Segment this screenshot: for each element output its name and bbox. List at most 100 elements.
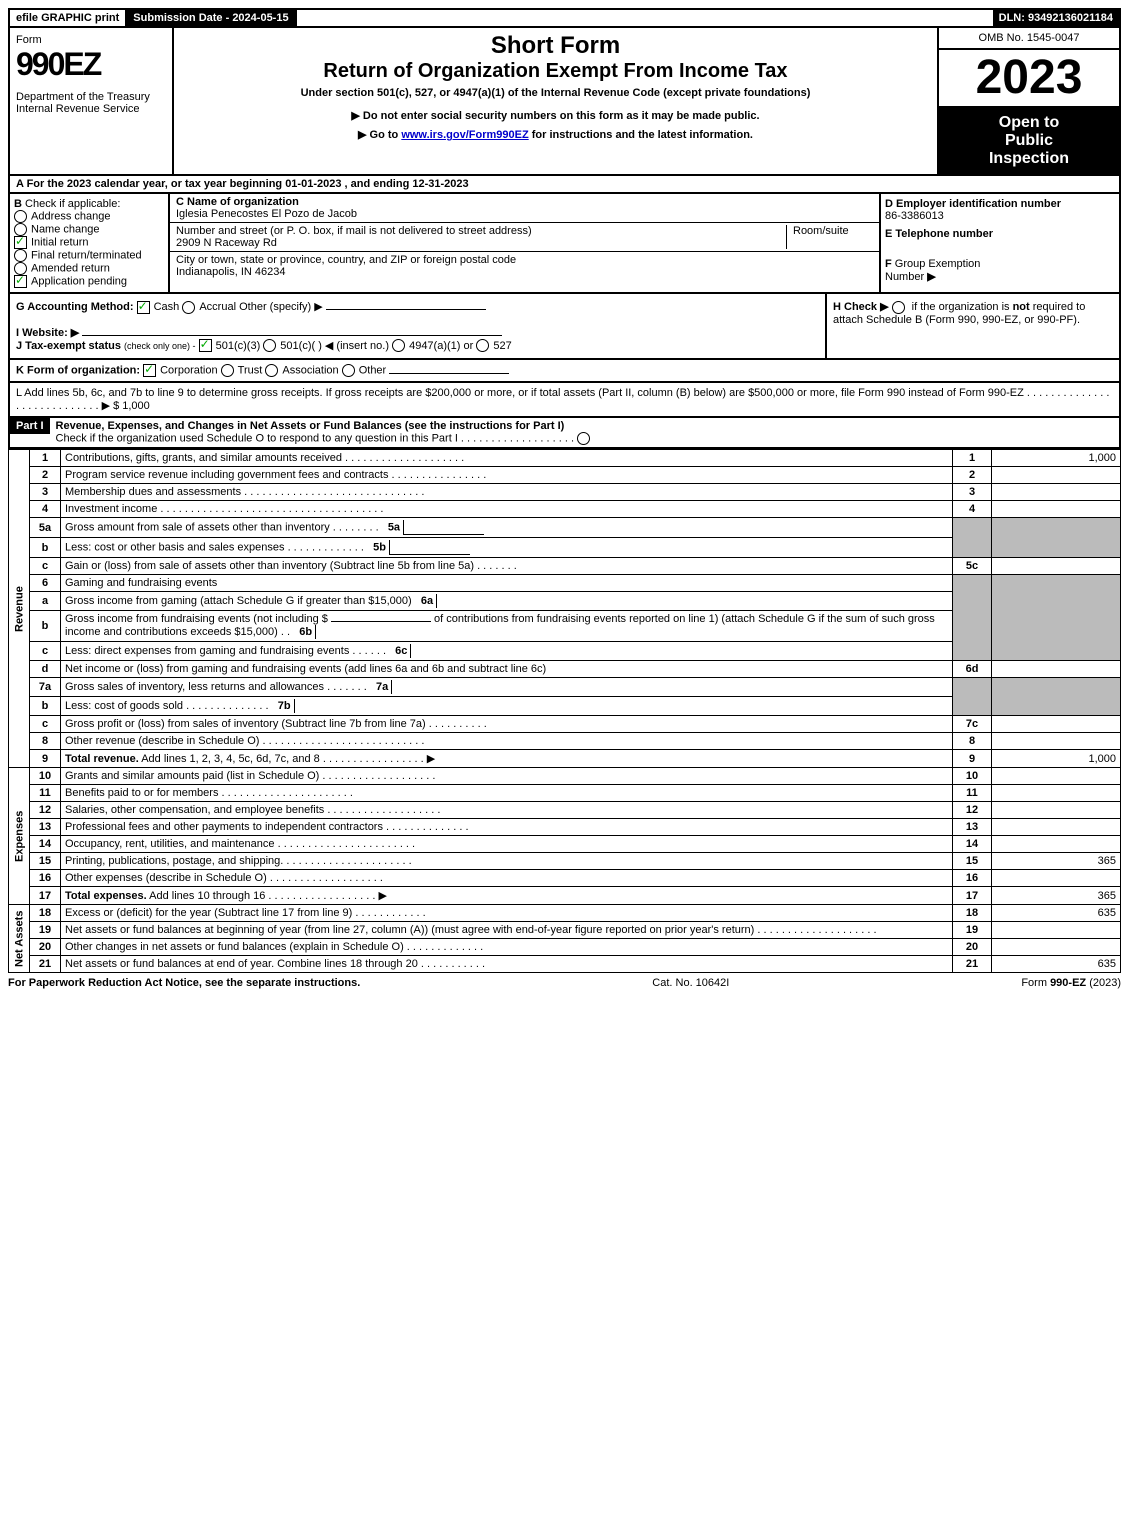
line1-desc: Contributions, gifts, grants, and simila…: [61, 450, 953, 467]
line8-desc: Other revenue (describe in Schedule O) .…: [61, 733, 953, 750]
chk-assoc[interactable]: [265, 364, 278, 377]
line17-desc: Total expenses.: [65, 890, 147, 902]
room-label: Room/suite: [786, 225, 873, 249]
chk-527[interactable]: [476, 339, 489, 352]
line6-desc: Gaming and fundraising events: [61, 575, 953, 592]
line21-desc: Net assets or fund balances at end of ye…: [61, 956, 953, 973]
chk-trust[interactable]: [221, 364, 234, 377]
short-form-title: Short Form: [182, 32, 929, 60]
chk-4947[interactable]: [392, 339, 405, 352]
line19-desc: Net assets or fund balances at beginning…: [61, 922, 953, 939]
line11-desc: Benefits paid to or for members . . . . …: [61, 785, 953, 802]
lbl-other-method: Other (specify) ▶: [239, 301, 323, 313]
org-name: Iglesia Penecostes El Pozo de Jacob: [176, 208, 357, 220]
form-word: Form: [16, 34, 166, 46]
chk-part1-schedo[interactable]: [577, 432, 590, 445]
part1-title: Revenue, Expenses, and Changes in Net As…: [56, 420, 565, 432]
omb-number: OMB No. 1545-0047: [939, 28, 1119, 50]
lbl-pending: Application pending: [31, 275, 127, 287]
line4-desc: Investment income . . . . . . . . . . . …: [61, 501, 953, 518]
line6d-value: [992, 661, 1121, 678]
line5a-desc: Gross amount from sale of assets other t…: [65, 522, 379, 534]
chk-corp[interactable]: [143, 364, 156, 377]
chk-h[interactable]: [892, 301, 905, 314]
city-value: Indianapolis, IN 46234: [176, 266, 285, 278]
chk-initial-return[interactable]: [14, 236, 27, 249]
b-label: B: [14, 198, 22, 210]
lbl-501c: 501(c)( ) ◀ (insert no.): [280, 340, 389, 352]
line12-value: [992, 802, 1121, 819]
g-label: G Accounting Method:: [16, 301, 134, 313]
lbl-cash: Cash: [154, 301, 180, 313]
dept-treasury: Department of the Treasury: [16, 91, 166, 103]
line7a-desc: Gross sales of inventory, less returns a…: [65, 681, 367, 693]
chk-501c3[interactable]: [199, 339, 212, 352]
submission-date: Submission Date - 2024-05-15: [127, 10, 296, 26]
line3-desc: Membership dues and assessments . . . . …: [61, 484, 953, 501]
line7c-value: [992, 716, 1121, 733]
line21-value: 635: [992, 956, 1121, 973]
lbl-4947: 4947(a)(1) or: [409, 340, 473, 352]
lbl-other-org: Other: [359, 365, 387, 377]
section-bcd: B Check if applicable: Address change Na…: [8, 194, 1121, 294]
form-header: Form 990EZ Department of the Treasury In…: [8, 28, 1121, 176]
line12-desc: Salaries, other compensation, and employ…: [61, 802, 953, 819]
city-label: City or town, state or province, country…: [176, 254, 516, 266]
part1-header: Part I Revenue, Expenses, and Changes in…: [8, 418, 1121, 449]
line20-value: [992, 939, 1121, 956]
tax-year: 2023: [939, 50, 1119, 108]
lines-table: Revenue 1Contributions, gifts, grants, a…: [8, 449, 1121, 973]
form-ref: Form 990-EZ (2023): [1021, 977, 1121, 989]
check-if-label: Check if applicable:: [25, 198, 120, 210]
chk-accrual[interactable]: [182, 301, 195, 314]
line7b-desc: Less: cost of goods sold . . . . . . . .…: [65, 700, 269, 712]
line16-desc: Other expenses (describe in Schedule O) …: [61, 870, 953, 887]
line15-desc: Printing, publications, postage, and shi…: [61, 853, 953, 870]
e-phone-label: E Telephone number: [885, 228, 1115, 240]
paperwork-notice: For Paperwork Reduction Act Notice, see …: [8, 977, 360, 989]
line2-value: [992, 467, 1121, 484]
f-group-label: F: [885, 258, 892, 270]
lbl-address-change: Address change: [31, 210, 111, 222]
under-section: Under section 501(c), 527, or 4947(a)(1)…: [182, 87, 929, 99]
lbl-accrual: Accrual: [199, 301, 236, 313]
chk-address-change[interactable]: [14, 210, 27, 223]
line11-value: [992, 785, 1121, 802]
lbl-527: 527: [493, 340, 511, 352]
line6a-desc: Gross income from gaming (attach Schedul…: [65, 595, 412, 607]
goto-link[interactable]: ▶ Go to www.irs.gov/Form990EZ for instru…: [182, 128, 929, 141]
chk-501c[interactable]: [263, 339, 276, 352]
part1-check-text: Check if the organization used Schedule …: [56, 433, 575, 445]
lbl-amended: Amended return: [31, 262, 110, 274]
line19-value: [992, 922, 1121, 939]
line20-desc: Other changes in net assets or fund bala…: [61, 939, 953, 956]
netassets-section-label: Net Assets: [9, 905, 30, 973]
line13-desc: Professional fees and other payments to …: [61, 819, 953, 836]
line9-desc: Total revenue.: [65, 753, 139, 765]
section-l: L Add lines 5b, 6c, and 7b to line 9 to …: [8, 383, 1121, 418]
page-footer: For Paperwork Reduction Act Notice, see …: [8, 973, 1121, 989]
line6b-desc1: Gross income from fundraising events (no…: [65, 613, 328, 625]
no-ssn-note: ▶ Do not enter social security numbers o…: [182, 109, 929, 122]
f-arrow-icon: ▶: [927, 271, 935, 283]
section-a: A For the 2023 calendar year, or tax yea…: [8, 176, 1121, 194]
lbl-assoc: Association: [282, 365, 338, 377]
chk-other-org[interactable]: [342, 364, 355, 377]
irs-label: Internal Revenue Service: [16, 103, 166, 115]
chk-cash[interactable]: [137, 301, 150, 314]
chk-final-return[interactable]: [14, 249, 27, 262]
efile-link[interactable]: efile GRAPHIC print: [10, 10, 127, 26]
chk-pending[interactable]: [14, 275, 27, 288]
d-ein-label: D Employer identification number: [885, 198, 1115, 210]
lbl-initial: Initial return: [31, 236, 88, 248]
line17-value: 365: [992, 887, 1121, 905]
i-website-label: I Website: ▶: [16, 327, 79, 339]
h-label: H Check ▶: [833, 301, 889, 313]
line18-desc: Excess or (deficit) for the year (Subtra…: [61, 905, 953, 922]
street-label: Number and street (or P. O. box, if mail…: [176, 225, 532, 237]
line5b-desc: Less: cost or other basis and sales expe…: [65, 542, 364, 554]
line14-desc: Occupancy, rent, utilities, and maintena…: [61, 836, 953, 853]
lbl-corp: Corporation: [160, 365, 217, 377]
line13-value: [992, 819, 1121, 836]
main-title: Return of Organization Exempt From Incom…: [182, 60, 929, 83]
